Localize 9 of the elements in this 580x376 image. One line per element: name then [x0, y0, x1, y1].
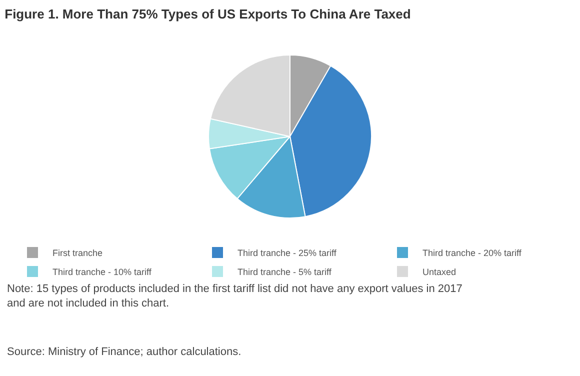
- legend-label: Third tranche - 20% tariff: [422, 248, 522, 258]
- legend-label: Untaxed: [422, 267, 456, 278]
- legend-label: Third tranche - 25% tariff: [238, 248, 337, 258]
- text: Note: 15 types of products included in the first tariff list did not have any export values in 2017 and are not included in this chart.: [7, 283, 462, 310]
- source-note: Source: Ministry of Finance; author calculations.: [7, 346, 242, 358]
- legend-label: Third tranche - 10% tariff: [52, 267, 152, 278]
- legend-label: Third tranche - 5% tariff: [238, 267, 332, 278]
- chart-title: Figure 1. More Than 75% Types of US Exports To China Are Taxed: [4, 6, 411, 22]
- legend-label: First tranche: [52, 248, 103, 258]
